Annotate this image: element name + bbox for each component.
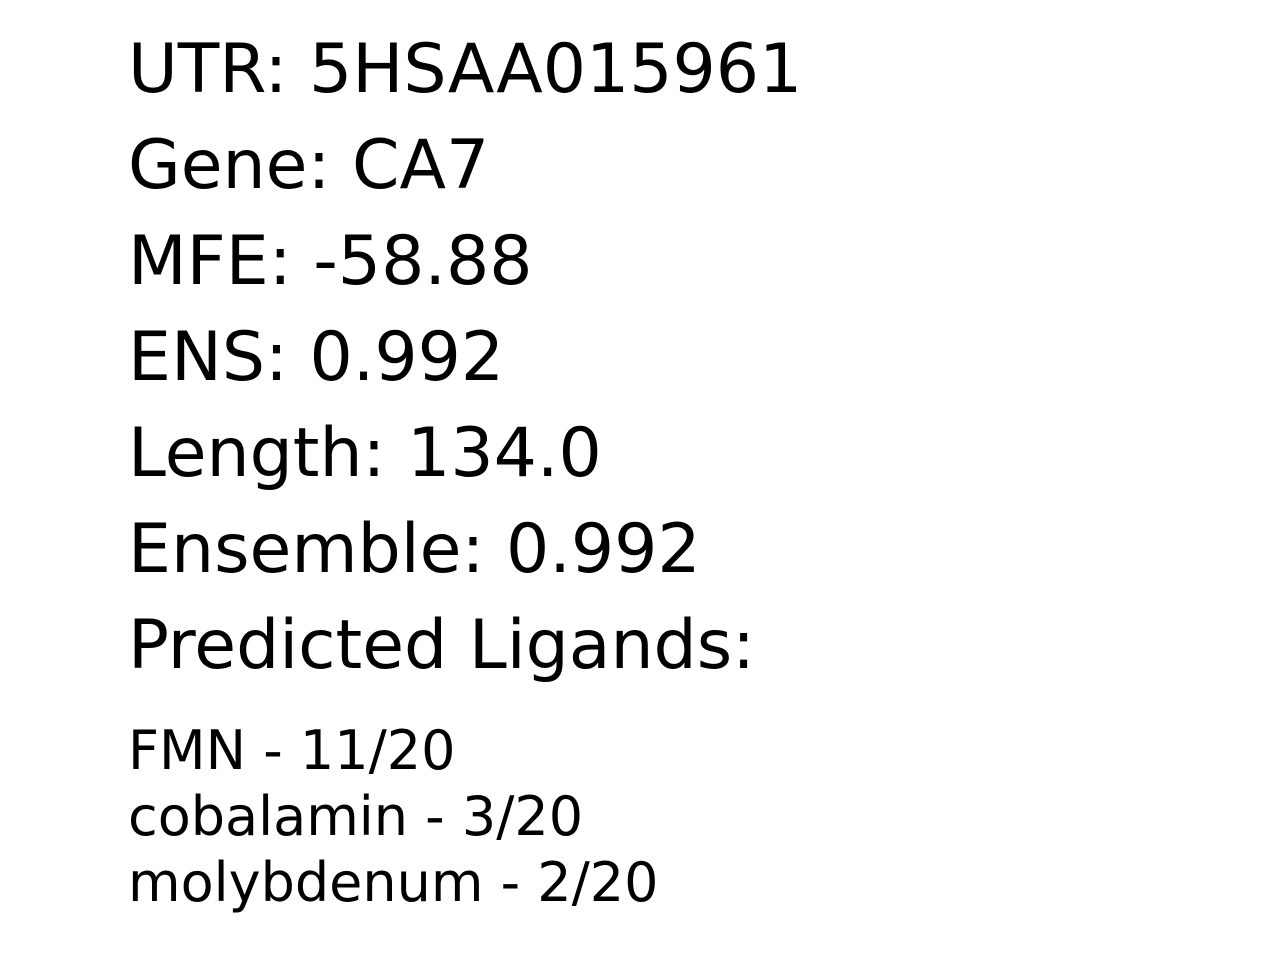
ligand-list: FMN - 11/20 cobalamin - 3/20 molybdenum … — [128, 718, 659, 916]
ligand-item-molybdenum: molybdenum - 2/20 — [128, 851, 659, 914]
gene-label: Gene: CA7 — [128, 126, 490, 205]
ligand-item-fmn: FMN - 11/20 — [128, 719, 456, 782]
utr-id-label: UTR: 5HSAA015961 — [128, 30, 803, 109]
ens-label: ENS: 0.992 — [128, 318, 505, 397]
mfe-label: MFE: -58.88 — [128, 222, 533, 301]
ligand-item-cobalamin: cobalamin - 3/20 — [128, 785, 584, 848]
ensemble-label: Ensemble: 0.992 — [128, 510, 701, 589]
length-label: Length: 134.0 — [128, 414, 602, 493]
predicted-ligands-heading: Predicted Ligands: — [128, 606, 756, 685]
